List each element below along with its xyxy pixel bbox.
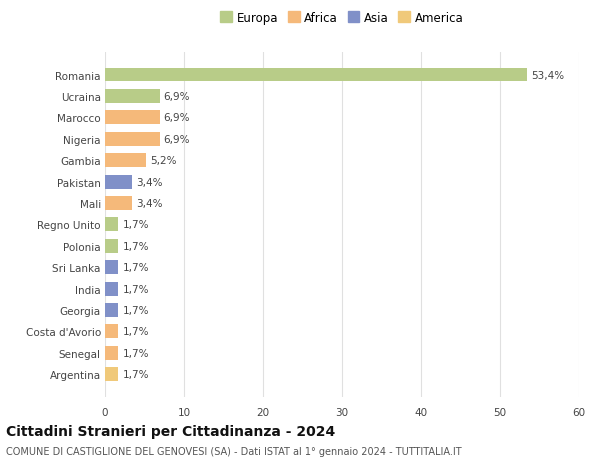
Text: 3,4%: 3,4% [136, 177, 163, 187]
Bar [105, 196, 132, 211]
Bar [105, 325, 118, 339]
Bar [105, 175, 132, 189]
Text: 6,9%: 6,9% [163, 92, 190, 102]
Bar [105, 261, 118, 274]
Text: Cittadini Stranieri per Cittadinanza - 2024: Cittadini Stranieri per Cittadinanza - 2… [6, 425, 335, 438]
Legend: Europa, Africa, Asia, America: Europa, Africa, Asia, America [215, 7, 469, 29]
Text: COMUNE DI CASTIGLIONE DEL GENOVESI (SA) - Dati ISTAT al 1° gennaio 2024 - TUTTIT: COMUNE DI CASTIGLIONE DEL GENOVESI (SA) … [6, 446, 461, 456]
Bar [105, 346, 118, 360]
Text: 6,9%: 6,9% [163, 113, 190, 123]
Bar [105, 133, 160, 146]
Text: 1,7%: 1,7% [122, 305, 149, 315]
Bar [105, 90, 160, 104]
Bar [105, 154, 146, 168]
Text: 3,4%: 3,4% [136, 199, 163, 208]
Bar [105, 368, 118, 381]
Text: 6,9%: 6,9% [163, 134, 190, 145]
Bar [105, 218, 118, 232]
Bar [105, 303, 118, 317]
Bar [105, 239, 118, 253]
Text: 1,7%: 1,7% [122, 369, 149, 380]
Text: 1,7%: 1,7% [122, 220, 149, 230]
Bar [105, 68, 527, 82]
Text: 1,7%: 1,7% [122, 284, 149, 294]
Text: 1,7%: 1,7% [122, 348, 149, 358]
Text: 5,2%: 5,2% [150, 156, 176, 166]
Text: 1,7%: 1,7% [122, 241, 149, 251]
Text: 53,4%: 53,4% [531, 70, 564, 80]
Bar [105, 111, 160, 125]
Bar [105, 282, 118, 296]
Text: 1,7%: 1,7% [122, 263, 149, 273]
Text: 1,7%: 1,7% [122, 327, 149, 337]
